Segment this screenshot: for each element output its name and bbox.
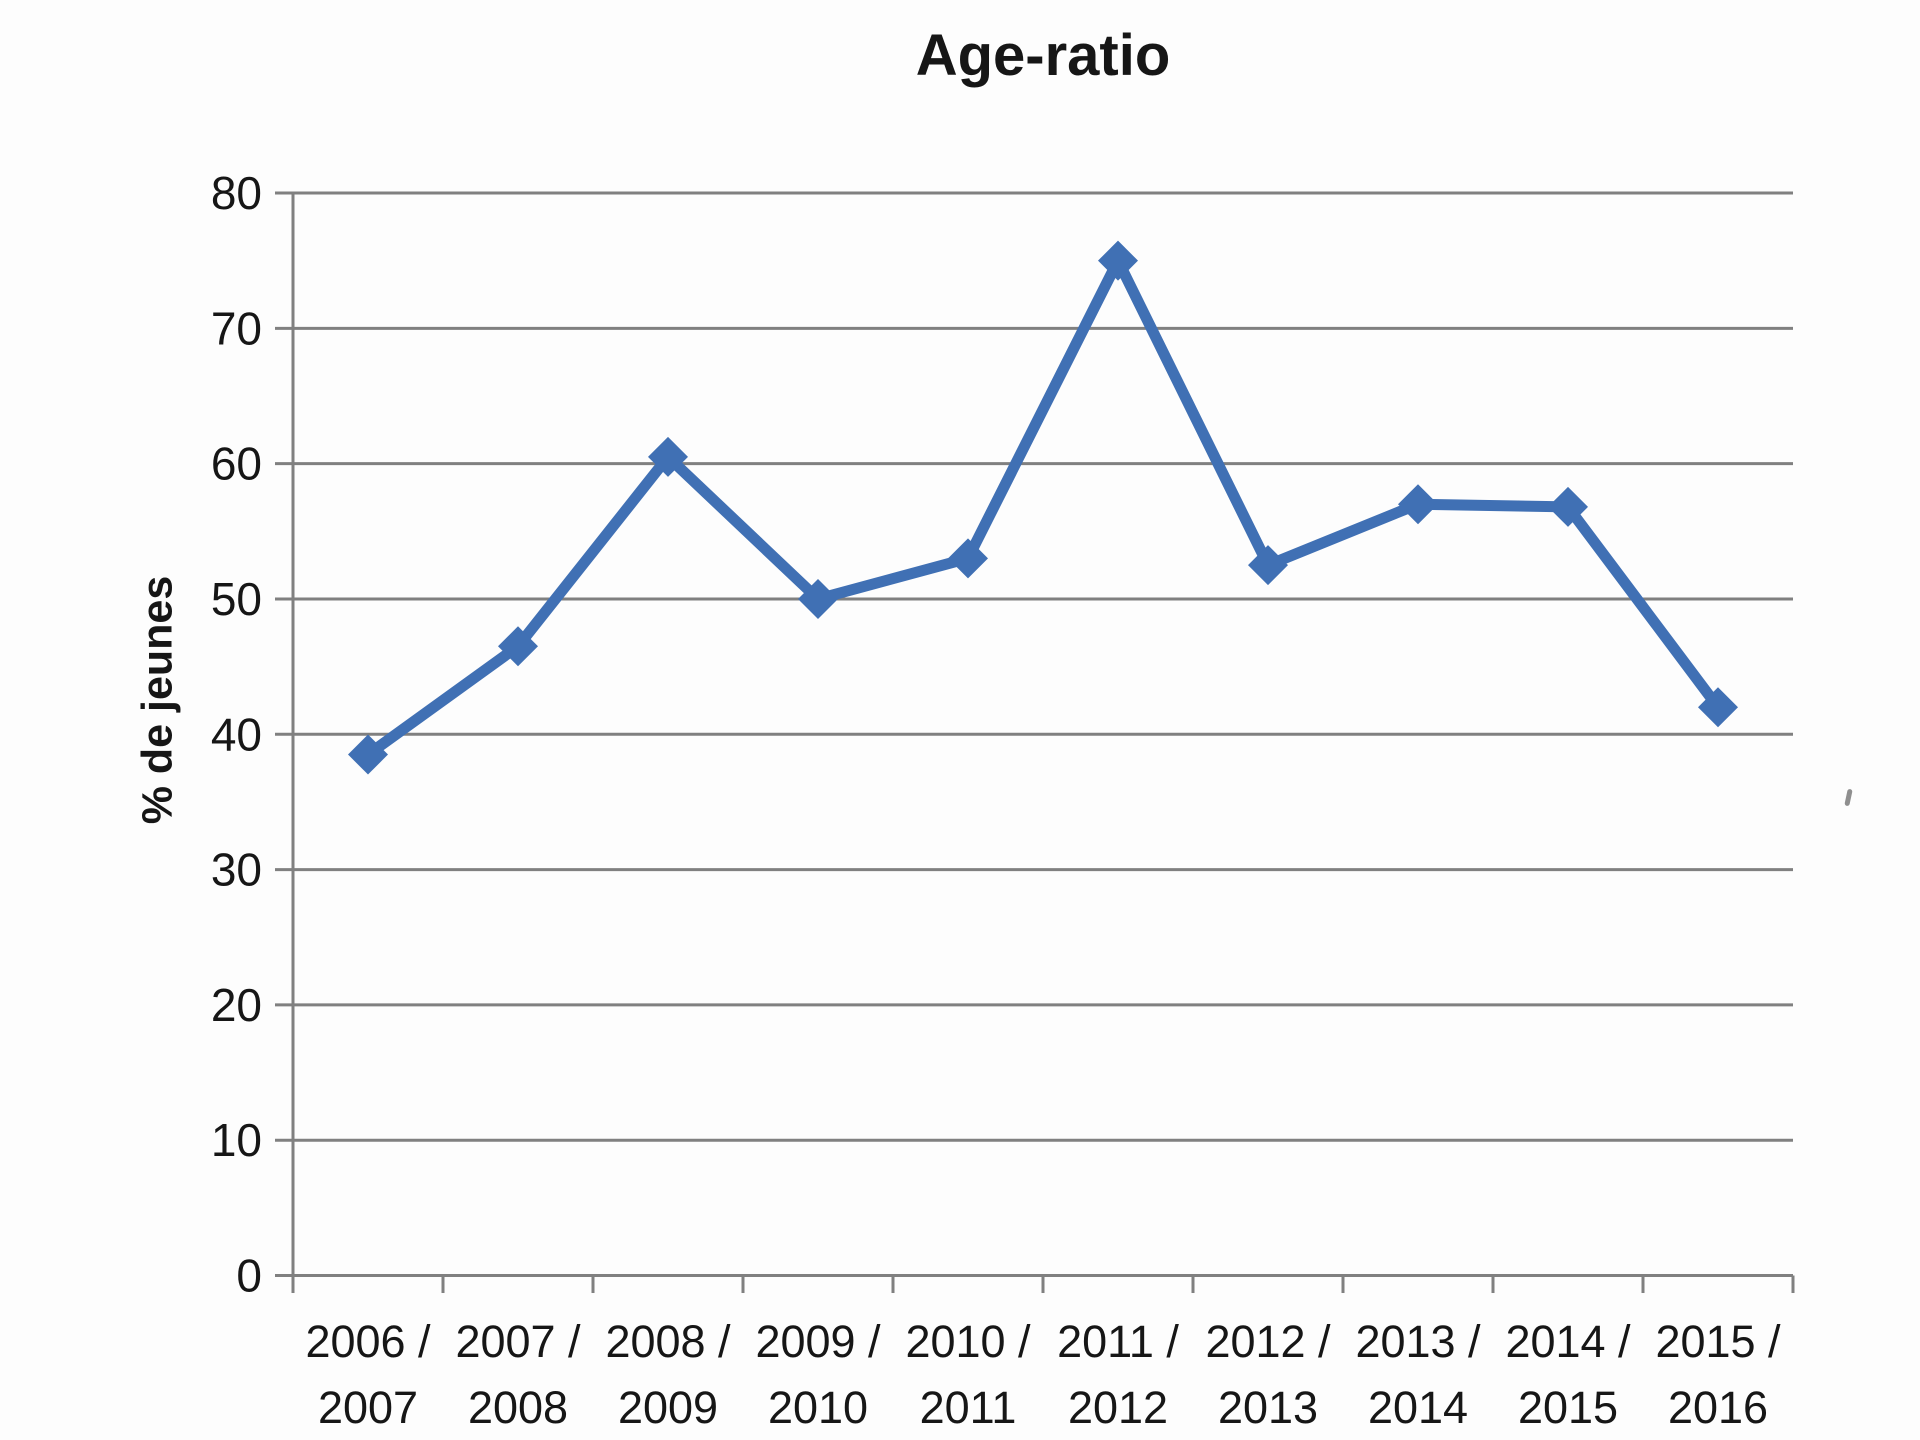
x-tick-label-line1: 2006 / xyxy=(305,1316,431,1367)
data-point-marker xyxy=(498,626,538,667)
x-tick-label-line1: 2009 / xyxy=(755,1316,881,1367)
x-tick-label-line1: 2008 / xyxy=(605,1316,731,1367)
x-tick-label-line1: 2010 / xyxy=(905,1316,1031,1367)
data-point-marker xyxy=(1248,545,1288,586)
y-tick-label: 40 xyxy=(211,708,262,760)
x-tick-label-line2: 2009 xyxy=(618,1382,718,1433)
y-tick-label: 20 xyxy=(211,979,262,1031)
x-tick-label-line2: 2007 xyxy=(318,1382,418,1433)
y-tick-label: 50 xyxy=(211,573,262,625)
data-point-marker xyxy=(1098,240,1138,281)
chart-title: Age-ratio xyxy=(915,23,1171,88)
x-tick-label-line1: 2015 / xyxy=(1655,1316,1781,1367)
series-line xyxy=(362,255,1724,761)
x-tick-label-line2: 2012 xyxy=(1068,1382,1168,1433)
x-tick-label-line2: 2011 xyxy=(920,1382,1017,1433)
x-tick-label-line2: 2008 xyxy=(468,1382,568,1433)
x-tick-label-line1: 2007 / xyxy=(455,1316,581,1367)
y-tick-label: 30 xyxy=(211,844,262,896)
data-point-marker xyxy=(798,578,838,619)
data-point-marker xyxy=(1548,486,1588,527)
x-tick-label-line2: 2016 xyxy=(1668,1382,1768,1433)
data-point-marker xyxy=(1398,484,1438,525)
x-tick-label-line2: 2015 xyxy=(1518,1382,1618,1433)
x-tick-label-line1: 2012 / xyxy=(1205,1316,1331,1367)
y-tick-label: 0 xyxy=(236,1250,262,1302)
x-tick-label-line1: 2014 / xyxy=(1505,1316,1631,1367)
x-tick-label-line1: 2011 / xyxy=(1057,1316,1179,1367)
data-point-marker xyxy=(1698,687,1738,728)
x-tick-label-line2: 2013 xyxy=(1218,1382,1318,1433)
y-tick-label: 80 xyxy=(211,167,262,219)
data-point-marker xyxy=(648,436,688,477)
x-tick-label-line2: 2010 xyxy=(768,1382,868,1433)
data-point-marker xyxy=(948,538,988,579)
x-tick-label-line1: 2013 / xyxy=(1355,1316,1481,1367)
y-tick-label: 60 xyxy=(211,438,262,490)
x-tick-label-line2: 2014 xyxy=(1368,1382,1468,1433)
y-tick-label: 70 xyxy=(211,302,262,354)
y-tick-label: 10 xyxy=(211,1114,262,1166)
data-point-marker xyxy=(348,734,388,775)
